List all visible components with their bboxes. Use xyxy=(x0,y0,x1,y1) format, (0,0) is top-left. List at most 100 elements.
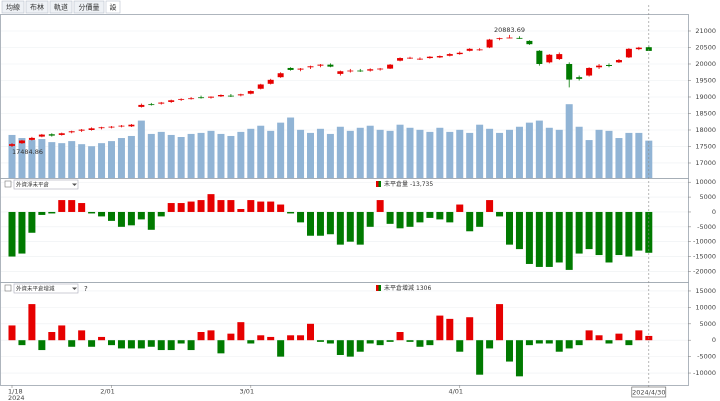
legend-up xyxy=(376,181,379,187)
y-tick-label: -5000 xyxy=(697,353,716,361)
bar xyxy=(525,211,533,264)
bar xyxy=(326,211,334,235)
candle-body xyxy=(188,98,195,100)
bar xyxy=(476,340,484,375)
bar xyxy=(635,211,643,251)
tab[interactable] xyxy=(49,0,73,14)
year-label: 2024 xyxy=(8,394,25,401)
bar xyxy=(336,211,344,245)
bar xyxy=(446,211,454,223)
bar xyxy=(197,200,205,212)
bar xyxy=(535,340,543,344)
bar xyxy=(386,340,394,342)
bar xyxy=(496,304,504,341)
bar xyxy=(217,200,225,212)
bar xyxy=(257,335,265,341)
volume-bar xyxy=(187,133,195,178)
candle-body xyxy=(496,38,503,40)
volume-bar xyxy=(406,127,414,178)
bar xyxy=(297,211,305,223)
volume-bar xyxy=(108,141,115,178)
bar xyxy=(247,340,255,344)
volume-bar xyxy=(207,130,215,178)
collapse-box[interactable] xyxy=(4,180,12,188)
collapse-box[interactable] xyxy=(4,284,12,292)
volume-bar xyxy=(615,138,623,178)
panel-frame xyxy=(0,178,689,283)
selector-arrow[interactable] xyxy=(72,183,77,187)
selector-arrow[interactable] xyxy=(72,287,77,291)
candle-body xyxy=(148,104,155,106)
bar xyxy=(376,340,384,346)
y-tick-label: 5000 xyxy=(699,320,716,328)
bar xyxy=(127,340,135,349)
legend-down xyxy=(378,285,381,291)
tab[interactable] xyxy=(1,0,25,14)
bar xyxy=(38,340,46,351)
volume-bar xyxy=(48,142,56,178)
tab-label[interactable]: 布林 xyxy=(30,3,44,12)
tab[interactable] xyxy=(25,0,49,14)
volume-bar xyxy=(157,131,165,178)
bar xyxy=(137,211,145,220)
bar xyxy=(287,211,295,214)
candle-body xyxy=(98,127,105,129)
candle-body xyxy=(108,126,115,128)
candle-body xyxy=(128,124,135,127)
candle-body xyxy=(168,100,175,102)
candle-body xyxy=(247,91,254,94)
candle-body xyxy=(317,64,324,66)
bar xyxy=(585,211,593,250)
candle-body xyxy=(297,68,304,70)
volume-bar xyxy=(555,129,563,178)
volume-bar xyxy=(506,129,513,178)
tab-label[interactable]: 軌道 xyxy=(54,3,68,12)
volume-bar xyxy=(267,130,275,178)
extreme-label: 17484.86 xyxy=(12,148,43,156)
bar xyxy=(605,211,613,263)
bar xyxy=(545,340,553,344)
selector[interactable] xyxy=(13,179,79,190)
bar xyxy=(595,335,603,341)
volume-bar xyxy=(525,122,533,178)
bar xyxy=(426,211,434,218)
bar xyxy=(316,211,324,236)
tab-label[interactable]: 設 xyxy=(110,3,117,12)
candle-body xyxy=(237,94,244,96)
bar xyxy=(98,211,106,217)
volume-bar xyxy=(645,140,653,178)
extreme-label: 20883.69 xyxy=(494,26,525,34)
volume-bar xyxy=(38,139,46,178)
selector-label[interactable]: 外資淨未平倉 xyxy=(16,180,50,188)
tab[interactable] xyxy=(73,0,105,14)
selector[interactable] xyxy=(13,283,79,294)
legend-value: -13,735 xyxy=(410,181,433,188)
bar xyxy=(187,201,195,212)
bar xyxy=(575,340,583,346)
candle-body xyxy=(257,84,264,89)
candle-body xyxy=(88,128,95,130)
tab[interactable] xyxy=(105,0,121,14)
volume-bar xyxy=(247,128,255,178)
volume-bar xyxy=(635,132,643,178)
bar xyxy=(416,340,424,347)
bar xyxy=(237,208,245,212)
bar xyxy=(346,211,354,242)
volume-bar xyxy=(386,130,394,178)
candle-body xyxy=(158,102,165,104)
volume-bar xyxy=(277,122,285,178)
bar xyxy=(297,335,305,341)
y-tick-label: 20000 xyxy=(695,60,716,68)
selector-label[interactable]: 外資未平倉增減 xyxy=(16,284,55,292)
tab-label[interactable]: 均線 xyxy=(6,3,20,12)
volume-bar xyxy=(177,137,185,178)
volume-bar xyxy=(605,130,613,178)
tab-label[interactable]: 分價量 xyxy=(79,3,100,12)
help-icon[interactable]: ? xyxy=(84,285,88,293)
bar xyxy=(207,194,215,212)
volume-bar xyxy=(147,133,155,178)
bar xyxy=(585,330,593,341)
x-tick-label: 2024/4/30 xyxy=(632,389,665,397)
volume-bar xyxy=(287,117,295,178)
